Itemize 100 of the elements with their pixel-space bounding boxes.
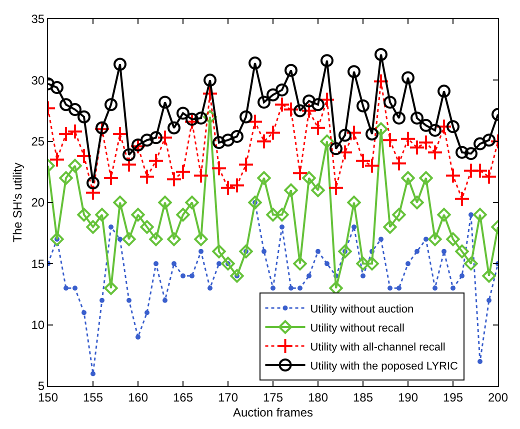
point bbox=[122, 232, 136, 246]
point bbox=[114, 58, 126, 71]
point bbox=[104, 281, 118, 295]
y-tick-label: 30 bbox=[31, 73, 45, 88]
point bbox=[193, 168, 209, 184]
point bbox=[72, 286, 78, 291]
point bbox=[78, 110, 90, 124]
point bbox=[436, 118, 452, 135]
legend-label: Utility with the poposed LYRIC bbox=[310, 360, 458, 372]
point bbox=[284, 64, 298, 77]
x-tick-label: 155 bbox=[82, 390, 104, 404]
point bbox=[150, 131, 162, 144]
x-tick-label: 160 bbox=[128, 390, 148, 404]
point bbox=[454, 190, 470, 207]
point bbox=[446, 120, 460, 134]
point bbox=[112, 126, 128, 142]
point bbox=[420, 118, 432, 132]
point bbox=[270, 286, 276, 291]
x-axis-title: Auction frames bbox=[232, 405, 314, 420]
point bbox=[292, 165, 308, 182]
point bbox=[140, 220, 154, 234]
point bbox=[76, 148, 92, 164]
point bbox=[202, 86, 218, 102]
point bbox=[319, 92, 335, 108]
point bbox=[158, 96, 172, 109]
x-tick-label: 190 bbox=[398, 390, 418, 404]
point bbox=[438, 84, 450, 98]
point bbox=[140, 134, 154, 147]
point bbox=[310, 120, 326, 136]
x-tick-label: 175 bbox=[262, 390, 284, 404]
point bbox=[348, 65, 360, 78]
point bbox=[294, 104, 306, 118]
point bbox=[238, 156, 254, 173]
point bbox=[229, 177, 245, 194]
point bbox=[478, 359, 482, 364]
point bbox=[401, 171, 415, 185]
point bbox=[167, 232, 181, 246]
point bbox=[392, 208, 406, 222]
point bbox=[211, 160, 227, 176]
point bbox=[450, 286, 456, 291]
x-tick-label: 180 bbox=[308, 390, 328, 404]
point bbox=[437, 208, 451, 222]
point bbox=[90, 371, 96, 376]
point bbox=[144, 310, 150, 316]
point bbox=[306, 273, 312, 278]
point bbox=[442, 248, 446, 254]
point bbox=[288, 286, 294, 291]
point bbox=[275, 208, 289, 222]
point bbox=[82, 310, 86, 316]
point bbox=[280, 224, 284, 230]
legend-label: Utility without recall bbox=[310, 322, 404, 334]
point bbox=[265, 124, 281, 141]
point bbox=[176, 208, 190, 222]
x-tick-label: 165 bbox=[172, 390, 194, 404]
point bbox=[301, 102, 317, 119]
point bbox=[446, 232, 460, 246]
point bbox=[132, 138, 144, 152]
point bbox=[473, 208, 487, 222]
y-tick-label: 35 bbox=[31, 12, 45, 26]
point bbox=[131, 208, 145, 222]
point bbox=[50, 232, 64, 246]
point bbox=[220, 180, 236, 196]
point bbox=[383, 220, 397, 234]
point bbox=[373, 73, 389, 90]
point bbox=[166, 171, 182, 188]
legend-label: Utility with all-channel recall bbox=[310, 341, 446, 354]
point bbox=[103, 170, 119, 186]
point bbox=[176, 106, 190, 120]
point bbox=[95, 208, 109, 222]
point bbox=[360, 273, 366, 278]
point bbox=[108, 224, 114, 230]
point bbox=[157, 130, 173, 146]
point bbox=[186, 112, 198, 126]
point bbox=[190, 273, 194, 278]
point bbox=[414, 248, 420, 254]
y-tick-label: 15 bbox=[31, 256, 45, 271]
point bbox=[482, 269, 496, 283]
point bbox=[320, 134, 334, 148]
point bbox=[338, 128, 352, 142]
point bbox=[239, 244, 253, 258]
point bbox=[276, 83, 288, 96]
point bbox=[212, 244, 226, 258]
point bbox=[248, 56, 262, 70]
point bbox=[248, 196, 262, 210]
point bbox=[175, 164, 191, 180]
point bbox=[204, 74, 216, 87]
point bbox=[59, 171, 73, 185]
point bbox=[366, 127, 378, 140]
point bbox=[424, 236, 428, 242]
legend-label: Utility without auction bbox=[310, 303, 414, 316]
point bbox=[162, 298, 168, 303]
point bbox=[374, 122, 388, 136]
point bbox=[257, 171, 271, 185]
point bbox=[320, 54, 334, 68]
point bbox=[388, 286, 392, 291]
x-tick-label: 200 bbox=[488, 390, 508, 404]
point bbox=[118, 236, 122, 242]
point bbox=[139, 168, 155, 185]
point bbox=[49, 152, 65, 168]
point bbox=[100, 298, 104, 303]
